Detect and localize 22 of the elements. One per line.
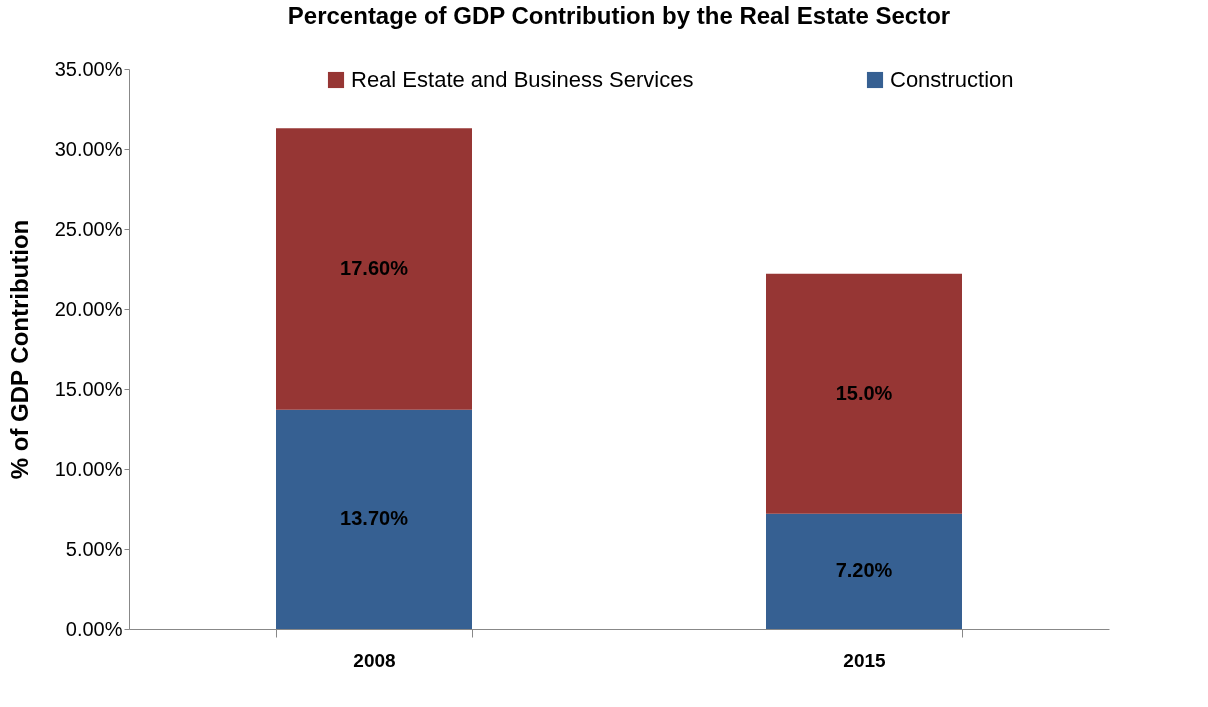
x-tick-label: 2015 [843,649,887,671]
data-label: 15.0% [835,381,893,404]
y-tick-label: 5.00% [65,537,123,560]
y-axis-title: % of GDP Contribution [5,219,33,480]
legend-label: Construction [890,67,1014,92]
legend-label: Real Estate and Business Services [351,67,694,92]
bar [276,409,472,629]
bar [766,513,962,629]
data-label: 17.60% [340,257,409,279]
y-tick-label: 20.00% [54,297,123,320]
data-label: 13.70% [340,507,409,530]
y-tick-label: 25.00% [54,217,123,240]
bar [766,273,962,514]
bar [276,128,472,410]
y-tick-label: 30.00% [54,137,123,160]
x-tick-label: 2008 [353,649,396,671]
y-tick-label: 10.00% [54,457,123,480]
y-tick-label: 0.00% [65,617,123,640]
data-label: 7.20% [835,559,893,582]
chart-title: Percentage of GDP Contribution by the Real Estate Sector [287,2,951,29]
y-tick-label: 15.00% [54,377,123,400]
y-tick-label: 35.00% [54,57,123,80]
